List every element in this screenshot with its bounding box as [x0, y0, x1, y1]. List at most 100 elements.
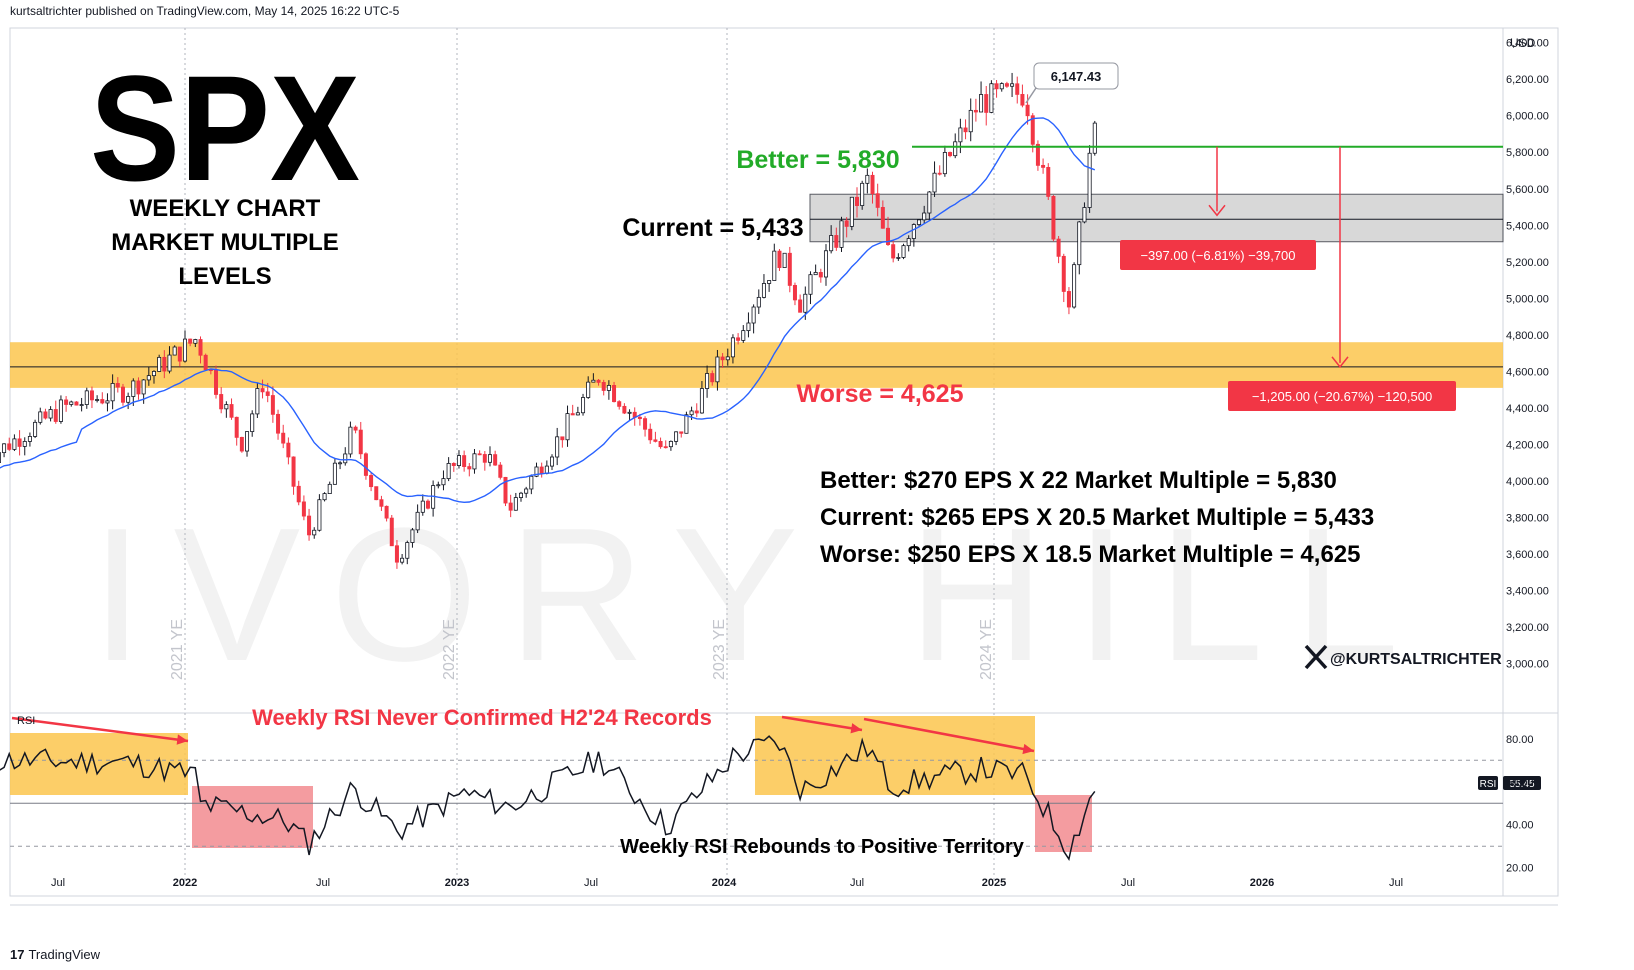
candle: [694, 403, 699, 418]
candle: [513, 492, 518, 511]
candle-body: [379, 499, 384, 507]
candle-body: [1092, 122, 1097, 154]
candle-body: [281, 432, 286, 444]
candle-body: [1072, 264, 1077, 308]
year-end-label: 2021 YE: [169, 619, 186, 680]
candle-body: [198, 339, 203, 356]
candle: [891, 239, 896, 263]
price-tick-label: 6,000.00: [1506, 111, 1549, 123]
candle-body: [389, 517, 394, 547]
candle: [736, 333, 741, 345]
candle-body: [441, 478, 446, 486]
candle: [777, 249, 782, 271]
candle-body: [948, 152, 953, 157]
candle: [565, 405, 570, 447]
candle: [307, 508, 312, 541]
candle: [973, 98, 978, 122]
candle-body: [979, 94, 984, 113]
candle: [425, 499, 430, 510]
better-level-label: Better = 5,830: [736, 146, 899, 174]
price-tick-label: 5,600.00: [1506, 184, 1549, 196]
candle-body: [606, 385, 611, 391]
candle-body: [146, 375, 151, 381]
candle: [699, 381, 704, 414]
candle-body: [834, 235, 839, 248]
candle-body: [829, 235, 834, 252]
social-handle: @KURTSALTRICHTER: [1304, 644, 1502, 670]
candle: [441, 470, 446, 491]
candle-body: [214, 369, 219, 395]
candle-body: [958, 127, 963, 143]
candle-body: [1061, 255, 1066, 292]
rsi-line: [0, 735, 1096, 861]
all-time-high-callout: 6,147.43: [1025, 62, 1119, 104]
candle-body: [963, 127, 968, 133]
rsi-pane-label: RSI: [17, 715, 35, 727]
candle-body: [839, 220, 844, 248]
candle: [353, 425, 358, 434]
candle: [446, 457, 451, 482]
candle: [937, 165, 942, 176]
candle: [338, 461, 343, 470]
price-tick-label: 3,200.00: [1506, 622, 1549, 634]
chart-subtitle-line: MARKET MULTIPLE: [111, 229, 339, 256]
candle-body: [177, 346, 182, 362]
candle-body: [648, 428, 653, 441]
candle: [787, 246, 792, 293]
candle: [131, 378, 136, 406]
rsi-tick-label: 20.00: [1506, 863, 1534, 875]
candle: [64, 396, 69, 412]
candle: [617, 400, 622, 410]
price-tick-label: 3,400.00: [1506, 586, 1549, 598]
candle: [1056, 235, 1061, 264]
candle: [813, 264, 818, 276]
candle: [875, 183, 880, 217]
candle-body: [89, 390, 94, 401]
candle: [948, 151, 953, 158]
candle: [456, 450, 461, 469]
candle-body: [239, 436, 244, 452]
candle: [570, 404, 575, 416]
candle-body: [74, 401, 79, 406]
candle-body: [932, 172, 937, 193]
candle-body: [172, 346, 177, 356]
candle: [405, 540, 410, 565]
rsi-annotation-bottom: Weekly RSI Rebounds to Positive Territor…: [620, 836, 1025, 858]
candle-body: [994, 83, 999, 90]
price-tick-label: 6,400.00: [1506, 38, 1549, 50]
measure-label-2-box: [1228, 381, 1456, 411]
candle: [741, 325, 746, 343]
candle-body: [27, 436, 32, 442]
candle: [177, 346, 182, 367]
candle: [43, 408, 48, 420]
rsi-divergence-arrow-3-shaft: [863, 717, 1035, 753]
candle-body: [751, 306, 756, 324]
candle-body: [43, 411, 48, 419]
candle: [922, 205, 927, 224]
candle-body: [394, 545, 399, 563]
time-tick-label: Jul: [850, 877, 864, 889]
candle: [27, 432, 32, 447]
candle: [1046, 163, 1051, 200]
candle-body: [446, 463, 451, 480]
candle: [7, 437, 12, 451]
candle-body: [880, 207, 885, 229]
candle-body: [0, 452, 1, 463]
candle-body: [637, 416, 642, 420]
candle-body: [860, 182, 865, 206]
candle: [245, 431, 250, 457]
candle-body: [756, 296, 761, 308]
candle: [818, 268, 823, 283]
candle-body: [581, 397, 586, 414]
time-tick-label: 2023: [445, 877, 469, 889]
candle-body: [260, 388, 265, 393]
candle: [550, 454, 555, 471]
time-tick-label: 2024: [712, 877, 737, 889]
candle-body: [348, 426, 353, 455]
candle: [622, 403, 627, 415]
rsi-divergence-arrow-2-head: [850, 723, 862, 734]
multiple-formula-line: Worse: $250 EPS X 18.5 Market Multiple =…: [820, 541, 1360, 568]
candle: [751, 304, 756, 334]
candle-body: [229, 404, 234, 418]
candle: [1035, 140, 1040, 171]
